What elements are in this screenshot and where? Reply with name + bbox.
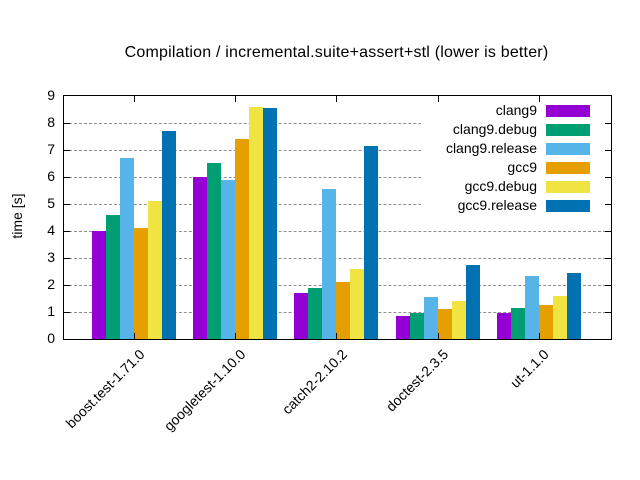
y-tick-mark <box>64 204 70 205</box>
legend-swatch <box>546 123 590 136</box>
x-tick-label: doctest-2.3.5 <box>382 346 451 415</box>
y-tick-label: 7 <box>47 141 55 157</box>
bar-gcc9.debug <box>148 201 162 339</box>
y-tick-label: 6 <box>47 168 55 184</box>
gridline <box>64 204 611 205</box>
y-tick-mark <box>64 231 70 232</box>
x-tick-mark <box>538 96 540 102</box>
y-tick-label: 4 <box>47 222 55 238</box>
bar-clang9.debug <box>207 163 222 339</box>
bar-gcc9.release <box>263 108 278 339</box>
y-tick-label: 5 <box>47 195 55 211</box>
y-tick-label: 9 <box>47 87 55 103</box>
y-tick-label: 3 <box>47 249 55 265</box>
legend: clang9 clang9.debug clang9.release gcc9 gcc9… <box>421 97 610 219</box>
bar-clang9.debug <box>409 313 424 339</box>
bar-clang9.debug <box>510 308 525 339</box>
bar-gcc9.debug <box>451 301 466 339</box>
y-tick-mark <box>605 123 611 124</box>
x-tick-mark <box>437 333 439 339</box>
x-tick-mark <box>134 333 135 339</box>
y-tick-mark <box>64 177 70 178</box>
bar-gcc9 <box>538 305 553 339</box>
plot-area: clang9 clang9.debug clang9.release gcc9 gcc9… <box>63 95 612 340</box>
x-tick-mark <box>235 333 237 339</box>
legend-swatch <box>546 104 590 117</box>
y-tick-label: 0 <box>47 330 55 346</box>
legend-label: clang9.debug <box>452 121 537 137</box>
x-tick-label: ut-1.1.0 <box>507 346 553 391</box>
bar-gcc9.release <box>566 273 581 339</box>
x-tick-label: googletest-1.10.0 <box>160 346 249 434</box>
legend-row: gcc9 <box>421 158 590 177</box>
bar-gcc9 <box>134 228 148 339</box>
bar-gcc9 <box>437 309 452 339</box>
bar-gcc9.debug <box>350 269 365 339</box>
y-tick-mark <box>64 123 70 124</box>
x-tick-mark <box>538 333 540 339</box>
legend-label: clang9 <box>495 102 537 118</box>
y-tick-mark <box>605 258 611 259</box>
bar-clang9.release <box>524 276 539 339</box>
y-tick-mark <box>605 177 611 178</box>
y-tick-mark <box>605 150 611 151</box>
legend-label: gcc9.debug <box>464 178 537 194</box>
gridline <box>64 231 611 232</box>
legend-label: clang9.release <box>445 140 537 156</box>
y-tick-mark <box>605 204 611 205</box>
x-tick-mark <box>437 96 439 102</box>
chart-title: Compilation / incremental.suite+assert+s… <box>124 44 549 61</box>
x-tick-label: catch2-2.10.2 <box>278 346 350 418</box>
bar-gcc9.release <box>465 265 480 339</box>
x-tick-mark <box>336 96 338 102</box>
y-tick-mark <box>64 285 70 286</box>
y-tick-label: 1 <box>47 303 55 319</box>
legend-row: clang9.release <box>421 139 590 158</box>
bar-clang9 <box>294 293 309 339</box>
legend-swatch <box>546 180 590 193</box>
legend-row: gcc9.release <box>421 196 590 215</box>
bar-clang9 <box>193 177 208 339</box>
legend-swatch <box>546 199 590 212</box>
gridline <box>64 123 611 124</box>
y-tick-mark <box>605 285 611 286</box>
gridline <box>64 258 611 259</box>
legend-label: gcc9.release <box>457 197 537 213</box>
bar-clang9.release <box>322 189 337 339</box>
y-tick-mark <box>64 312 70 313</box>
bar-clang9.release <box>120 158 134 339</box>
legend-row: gcc9.debug <box>421 177 590 196</box>
legend-swatch <box>546 161 590 174</box>
bar-clang9 <box>92 231 106 339</box>
legend-row: clang9.debug <box>421 120 590 139</box>
bar-clang9.release <box>221 180 236 339</box>
bar-gcc9.release <box>162 131 176 339</box>
legend-row: clang9 <box>421 101 590 120</box>
y-tick-label: 8 <box>47 114 55 130</box>
bar-clang9.debug <box>308 288 323 339</box>
bar-gcc9.release <box>364 146 379 339</box>
bar-clang9.debug <box>106 215 120 339</box>
bar-gcc9.debug <box>249 107 264 339</box>
y-tick-mark <box>64 150 70 151</box>
bar-gcc9 <box>336 282 351 339</box>
y-tick-mark <box>605 312 611 313</box>
bar-gcc9.debug <box>552 296 567 339</box>
y-tick-mark <box>605 231 611 232</box>
x-tick-mark <box>235 96 237 102</box>
bar-gcc9 <box>235 139 250 339</box>
x-tick-label: boost.test-1.71.0 <box>62 346 148 432</box>
legend-label: gcc9 <box>507 159 537 175</box>
legend-swatch <box>546 142 590 155</box>
y-tick-label: 2 <box>47 276 55 292</box>
bar-clang9.release <box>423 297 438 339</box>
gridline <box>64 150 611 151</box>
x-tick-mark <box>134 96 135 102</box>
bar-clang9 <box>395 316 410 339</box>
x-tick-mark <box>336 333 338 339</box>
bar-clang9 <box>496 313 511 339</box>
gridline <box>64 177 611 178</box>
y-tick-mark <box>64 258 70 259</box>
